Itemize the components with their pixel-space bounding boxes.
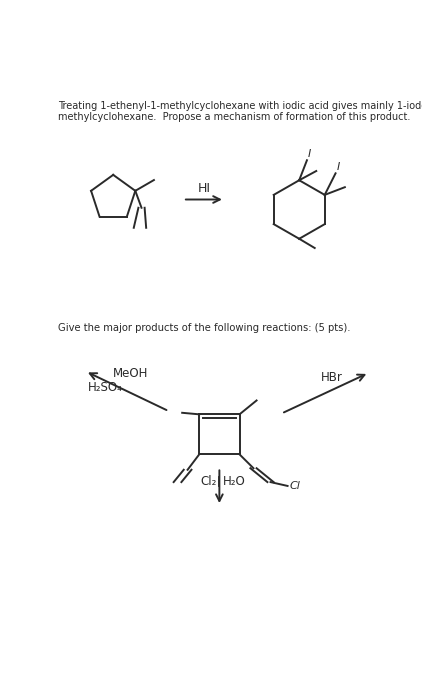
Text: H₂O: H₂O xyxy=(222,475,245,488)
Text: I: I xyxy=(337,162,341,172)
Text: HBr: HBr xyxy=(321,371,343,384)
Text: H₂SO₄: H₂SO₄ xyxy=(88,381,123,393)
Text: Cl: Cl xyxy=(289,481,300,491)
Text: Cl₂: Cl₂ xyxy=(200,475,216,488)
Text: MeOH: MeOH xyxy=(113,368,148,381)
Text: HI: HI xyxy=(197,182,211,195)
Text: methylcyclohexane.  Propose a mechanism of formation of this product.: methylcyclohexane. Propose a mechanism o… xyxy=(58,112,411,122)
Text: Treating 1-ethenyl-1-methylcyclohexane with iodic acid gives mainly 1-iodo-1-: Treating 1-ethenyl-1-methylcyclohexane w… xyxy=(58,101,422,111)
Text: I: I xyxy=(308,148,311,159)
Text: Give the major products of the following reactions: (5 pts).: Give the major products of the following… xyxy=(58,323,351,332)
